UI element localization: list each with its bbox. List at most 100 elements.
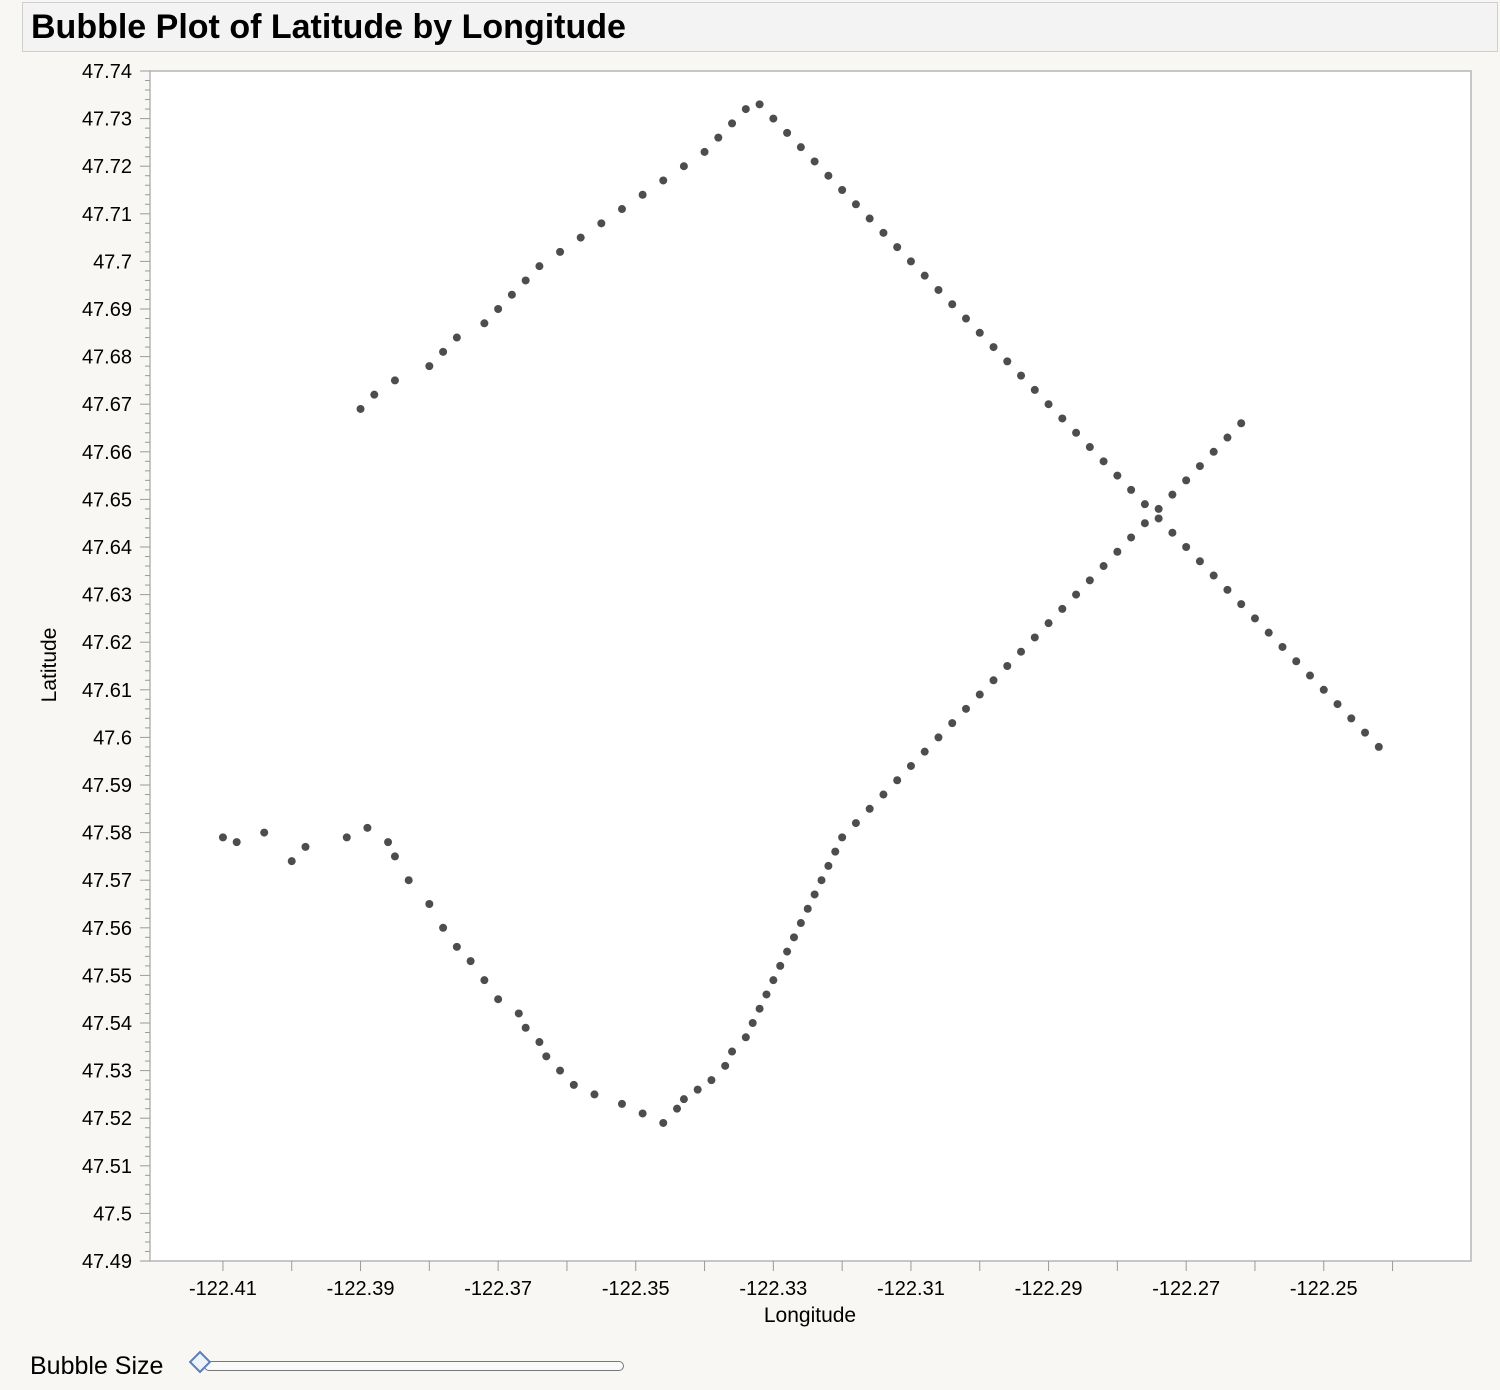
data-point xyxy=(1044,400,1053,409)
data-point xyxy=(1195,462,1204,471)
data-points xyxy=(218,100,1383,1127)
data-point xyxy=(783,947,792,956)
data-point xyxy=(1306,671,1315,680)
data-point xyxy=(948,719,957,728)
data-point xyxy=(893,776,902,785)
data-point xyxy=(838,833,847,842)
data-point xyxy=(1113,471,1122,480)
data-point xyxy=(1044,619,1053,628)
x-tick-label: -122.37 xyxy=(464,1278,532,1300)
data-point xyxy=(989,676,998,685)
data-point xyxy=(542,1052,551,1061)
data-point xyxy=(356,404,365,413)
data-point xyxy=(1085,443,1094,452)
data-point xyxy=(452,942,461,951)
data-point xyxy=(218,833,227,842)
y-tick-label: 47.58 xyxy=(82,823,132,845)
data-point xyxy=(865,804,874,813)
data-point xyxy=(865,214,874,223)
data-point xyxy=(679,1095,688,1104)
data-point xyxy=(1347,714,1356,723)
data-point xyxy=(906,257,915,266)
data-point xyxy=(1168,490,1177,499)
data-point xyxy=(796,919,805,928)
data-point xyxy=(617,205,626,214)
data-point xyxy=(838,186,847,194)
data-point xyxy=(948,300,957,309)
y-tick-label: 47.67 xyxy=(82,394,132,416)
data-point xyxy=(260,828,269,837)
data-point xyxy=(617,1099,626,1108)
data-point xyxy=(989,343,998,352)
data-point xyxy=(1072,590,1081,599)
data-point xyxy=(1209,571,1218,580)
x-axis-title: Longitude xyxy=(764,1304,856,1327)
data-point xyxy=(1374,742,1383,751)
x-tick-label: -122.39 xyxy=(327,1278,395,1300)
data-point xyxy=(1127,485,1136,494)
data-point xyxy=(1361,728,1370,737)
data-point xyxy=(452,333,461,342)
data-point xyxy=(893,243,902,252)
y-tick-label: 47.52 xyxy=(82,1108,132,1130)
bubble-size-label: Bubble Size xyxy=(30,1352,164,1380)
data-point xyxy=(521,276,530,285)
data-point xyxy=(638,1109,647,1118)
data-point xyxy=(1017,371,1026,380)
data-point xyxy=(301,842,310,851)
y-tick-label: 47.51 xyxy=(82,1156,132,1178)
y-tick-label: 47.73 xyxy=(82,109,132,131)
data-point xyxy=(920,747,929,756)
data-point xyxy=(1292,657,1301,666)
data-point xyxy=(494,305,503,313)
y-tick-label: 47.59 xyxy=(82,775,132,797)
data-point xyxy=(762,990,771,999)
data-point xyxy=(1058,604,1067,613)
data-point xyxy=(1030,633,1039,642)
data-point xyxy=(1250,614,1259,623)
data-point xyxy=(439,923,448,932)
data-point xyxy=(906,761,915,770)
data-point xyxy=(404,876,413,885)
data-point xyxy=(556,247,565,256)
data-point xyxy=(466,957,475,966)
data-point xyxy=(796,143,805,152)
data-point xyxy=(514,1009,523,1018)
data-point xyxy=(569,1080,578,1089)
data-point xyxy=(1099,457,1108,466)
y-tick-label: 47.5 xyxy=(93,1203,132,1225)
data-point xyxy=(638,190,647,199)
data-point xyxy=(287,857,296,866)
data-point xyxy=(1003,357,1012,366)
data-point xyxy=(920,271,929,280)
data-point xyxy=(1140,519,1149,528)
data-point xyxy=(810,157,819,166)
y-tick-label: 47.54 xyxy=(82,1013,132,1035)
data-point xyxy=(232,838,241,847)
y-tick-label: 47.65 xyxy=(82,489,132,511)
data-point xyxy=(769,114,778,123)
data-point xyxy=(789,933,798,942)
data-point xyxy=(1182,543,1191,551)
data-point xyxy=(1264,628,1273,637)
bubble-size-slider[interactable] xyxy=(204,1361,624,1371)
chart-title: Bubble Plot of Latitude by Longitude xyxy=(31,8,626,46)
data-point xyxy=(700,147,709,156)
data-point xyxy=(693,1085,702,1094)
x-tick-label: -122.35 xyxy=(602,1278,670,1300)
data-point xyxy=(1058,414,1067,423)
data-point xyxy=(728,119,737,128)
bubble-size-control: Bubble Size xyxy=(30,1350,630,1382)
data-point xyxy=(1195,557,1204,566)
y-tick-label: 47.6 xyxy=(93,727,132,749)
data-point xyxy=(961,704,970,713)
data-point xyxy=(535,262,544,271)
data-point xyxy=(817,876,826,885)
data-point xyxy=(803,904,812,913)
y-tick-label: 47.53 xyxy=(82,1061,132,1083)
title-bar: Bubble Plot of Latitude by Longitude xyxy=(22,2,1498,52)
data-point xyxy=(679,162,688,171)
plot-frame xyxy=(149,70,1472,1262)
data-point xyxy=(1154,504,1163,513)
data-point xyxy=(776,961,785,970)
